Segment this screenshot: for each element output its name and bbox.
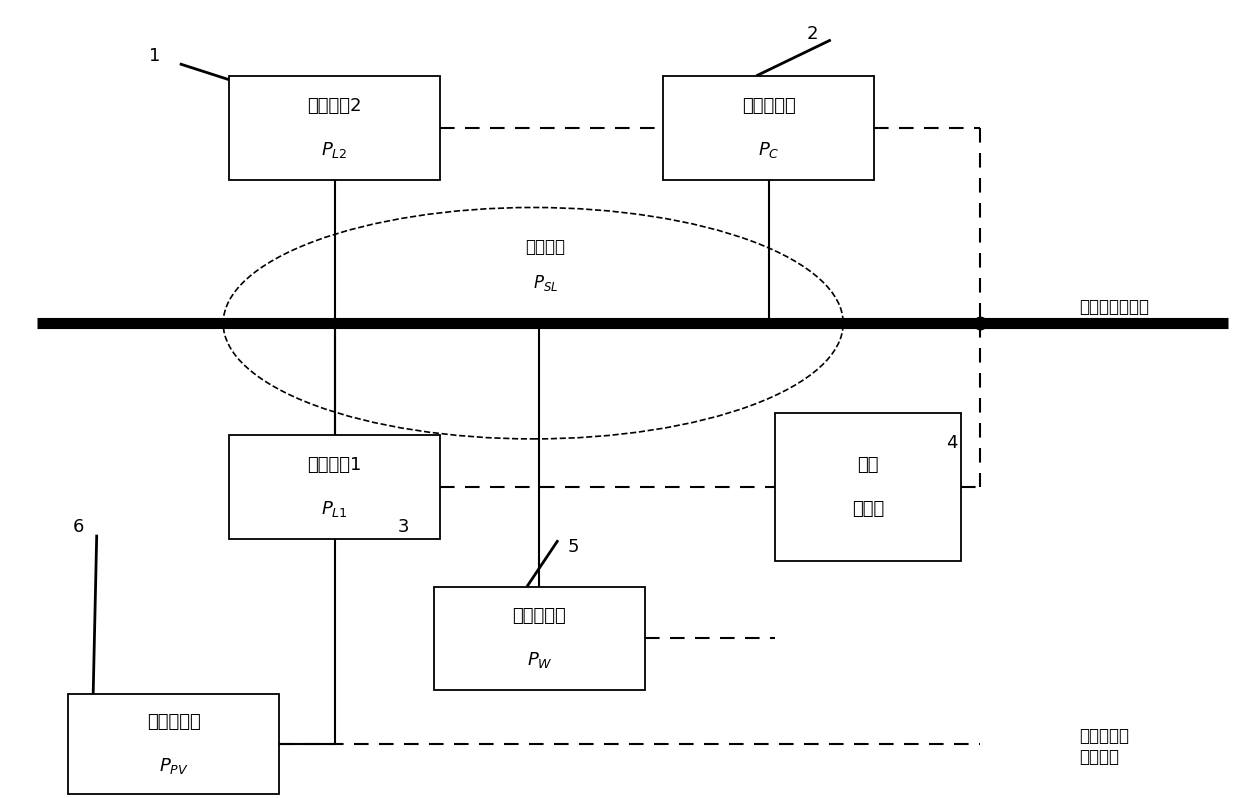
Text: 风电变流器: 风电变流器 (512, 607, 567, 626)
Text: 集中: 集中 (857, 456, 879, 474)
Bar (68, 693, 279, 793)
Text: $P_{PV}$: $P_{PV}$ (159, 756, 188, 776)
Text: 6: 6 (72, 518, 84, 535)
Text: $P_{L2}$: $P_{L2}$ (321, 140, 348, 160)
Text: 光伏逆变器: 光伏逆变器 (146, 713, 201, 731)
Text: 5: 5 (567, 538, 579, 555)
Text: $P_W$: $P_W$ (527, 650, 552, 670)
Text: 抗油机井2: 抗油机井2 (308, 97, 362, 115)
Text: 配电网供电母线: 配电网供电母线 (1079, 298, 1148, 316)
Text: $P_{L1}$: $P_{L1}$ (321, 499, 348, 519)
Text: $P_C$: $P_C$ (758, 140, 780, 160)
Text: 2: 2 (806, 25, 818, 42)
Text: 3: 3 (397, 518, 409, 535)
Bar (663, 76, 874, 180)
Bar (229, 76, 440, 180)
Bar (775, 413, 961, 560)
Text: 4: 4 (946, 434, 957, 452)
Bar (434, 587, 645, 690)
Text: 储能变换器: 储能变换器 (742, 97, 796, 115)
Text: 控制器: 控制器 (852, 500, 884, 518)
Text: $P_{SL}$: $P_{SL}$ (533, 273, 558, 294)
Bar (229, 435, 440, 539)
Text: 线路损耗: 线路损耗 (526, 239, 565, 256)
Text: 数据采集和
控制线路: 数据采集和 控制线路 (1079, 727, 1128, 765)
Text: 抗油机井1: 抗油机井1 (308, 456, 362, 474)
Text: 1: 1 (149, 47, 161, 65)
